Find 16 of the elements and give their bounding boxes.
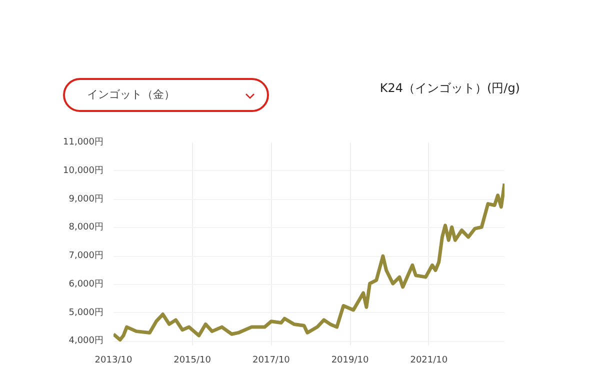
y-tick-label: 4,000円 xyxy=(68,336,104,346)
title: K24（インゴット）(円/g) xyxy=(380,80,520,97)
line-series xyxy=(114,182,504,342)
x-tick-label: 2017/10 xyxy=(252,356,290,366)
x-tick-label: 2021/10 xyxy=(410,356,448,366)
y-tick-label: 9,000円 xyxy=(68,194,104,204)
x-tick-label: 2015/10 xyxy=(174,356,212,366)
y-tick-label: 11,000円 xyxy=(63,138,104,148)
x-tick-label: 2019/10 xyxy=(331,356,369,366)
y-tick-label: 5,000円 xyxy=(68,308,104,318)
x-tick-label: 2013/10 xyxy=(94,356,132,366)
y-tick-label: 8,000円 xyxy=(68,222,104,233)
y-tick-label: 6,000円 xyxy=(68,279,104,290)
y-tick-label: 7,000円 xyxy=(68,251,104,262)
annotation: インゴット（金） xyxy=(63,78,269,112)
y-tick-label: 10,000円 xyxy=(63,166,104,176)
